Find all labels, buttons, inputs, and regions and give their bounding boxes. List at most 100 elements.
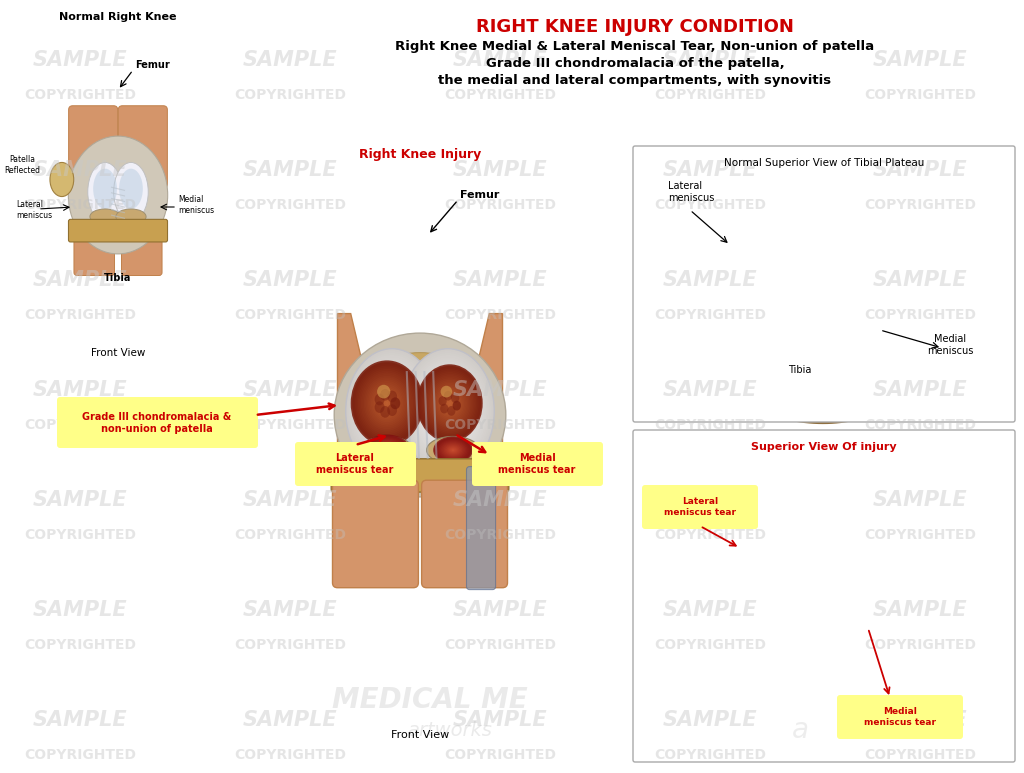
Ellipse shape: [845, 279, 879, 315]
Ellipse shape: [359, 371, 415, 436]
FancyBboxPatch shape: [119, 106, 167, 188]
Ellipse shape: [806, 524, 914, 644]
Ellipse shape: [375, 401, 385, 413]
Ellipse shape: [726, 556, 744, 567]
Ellipse shape: [433, 437, 473, 464]
Ellipse shape: [417, 364, 482, 442]
Ellipse shape: [50, 162, 74, 196]
Ellipse shape: [738, 550, 807, 618]
Ellipse shape: [452, 449, 455, 451]
Ellipse shape: [353, 359, 430, 463]
Ellipse shape: [731, 542, 815, 626]
Ellipse shape: [440, 404, 449, 414]
Ellipse shape: [417, 369, 479, 453]
Ellipse shape: [854, 289, 869, 305]
Ellipse shape: [858, 582, 862, 586]
Ellipse shape: [427, 376, 472, 430]
Ellipse shape: [856, 291, 867, 303]
Ellipse shape: [841, 562, 880, 606]
Ellipse shape: [423, 372, 476, 434]
Text: COPYRIGHTED: COPYRIGHTED: [654, 748, 766, 762]
Polygon shape: [794, 525, 906, 644]
Ellipse shape: [834, 267, 890, 327]
Text: SAMPLE: SAMPLE: [33, 710, 127, 730]
Polygon shape: [710, 531, 829, 638]
Ellipse shape: [811, 243, 911, 351]
Ellipse shape: [431, 381, 468, 425]
Ellipse shape: [445, 399, 454, 408]
Ellipse shape: [770, 295, 773, 299]
Ellipse shape: [829, 550, 891, 618]
Ellipse shape: [780, 366, 850, 406]
Text: COPYRIGHTED: COPYRIGHTED: [654, 88, 766, 102]
Ellipse shape: [362, 372, 421, 451]
Ellipse shape: [446, 409, 450, 414]
Text: COPYRIGHTED: COPYRIGHTED: [444, 638, 556, 652]
Ellipse shape: [717, 243, 826, 351]
Ellipse shape: [730, 257, 813, 338]
Text: SAMPLE: SAMPLE: [33, 160, 127, 180]
Ellipse shape: [441, 394, 458, 413]
Ellipse shape: [754, 280, 790, 315]
Text: SAMPLE: SAMPLE: [33, 380, 127, 400]
Ellipse shape: [381, 397, 402, 426]
Ellipse shape: [729, 540, 817, 628]
Text: SAMPLE: SAMPLE: [243, 270, 337, 290]
Polygon shape: [338, 314, 374, 512]
Ellipse shape: [430, 386, 467, 436]
Ellipse shape: [749, 560, 798, 609]
Ellipse shape: [724, 534, 822, 634]
Text: SAMPLE: SAMPLE: [243, 50, 337, 70]
Ellipse shape: [713, 240, 830, 355]
Ellipse shape: [820, 540, 900, 628]
Ellipse shape: [442, 443, 464, 458]
Text: SAMPLE: SAMPLE: [872, 270, 968, 290]
Polygon shape: [654, 470, 976, 710]
Ellipse shape: [447, 447, 459, 454]
Text: COPYRIGHTED: COPYRIGHTED: [24, 88, 136, 102]
Ellipse shape: [374, 386, 411, 436]
Ellipse shape: [414, 366, 482, 457]
Text: COPYRIGHTED: COPYRIGHTED: [234, 198, 346, 212]
Text: Lateral
meniscus: Lateral meniscus: [668, 181, 715, 203]
Ellipse shape: [825, 547, 894, 622]
Text: COPYRIGHTED: COPYRIGHTED: [24, 528, 136, 542]
Text: COPYRIGHTED: COPYRIGHTED: [864, 198, 976, 212]
FancyBboxPatch shape: [472, 442, 603, 486]
Ellipse shape: [443, 405, 453, 417]
Ellipse shape: [373, 386, 401, 421]
Ellipse shape: [426, 375, 473, 431]
Polygon shape: [794, 236, 909, 359]
Ellipse shape: [445, 407, 452, 415]
Ellipse shape: [366, 377, 409, 429]
Text: Tibia: Tibia: [104, 273, 132, 283]
Ellipse shape: [819, 251, 904, 343]
Ellipse shape: [841, 275, 882, 319]
Ellipse shape: [368, 381, 406, 426]
Ellipse shape: [358, 366, 426, 457]
Ellipse shape: [751, 561, 796, 608]
Text: SAMPLE: SAMPLE: [453, 710, 547, 730]
Ellipse shape: [355, 361, 429, 461]
Ellipse shape: [383, 399, 401, 424]
Ellipse shape: [712, 545, 744, 566]
Ellipse shape: [384, 400, 399, 421]
Ellipse shape: [735, 546, 811, 622]
Ellipse shape: [723, 250, 820, 346]
Ellipse shape: [820, 254, 902, 341]
Ellipse shape: [728, 255, 815, 339]
Ellipse shape: [438, 440, 468, 460]
Text: SAMPLE: SAMPLE: [453, 270, 547, 290]
Ellipse shape: [752, 564, 794, 605]
Text: SAMPLE: SAMPLE: [243, 160, 337, 180]
Text: COPYRIGHTED: COPYRIGHTED: [444, 88, 556, 102]
Ellipse shape: [835, 557, 885, 612]
Ellipse shape: [374, 388, 400, 419]
Ellipse shape: [437, 439, 469, 461]
Text: COPYRIGHTED: COPYRIGHTED: [234, 638, 346, 652]
Ellipse shape: [811, 576, 834, 593]
Ellipse shape: [808, 526, 912, 642]
Ellipse shape: [720, 530, 826, 638]
Ellipse shape: [726, 254, 817, 342]
Ellipse shape: [350, 360, 423, 446]
